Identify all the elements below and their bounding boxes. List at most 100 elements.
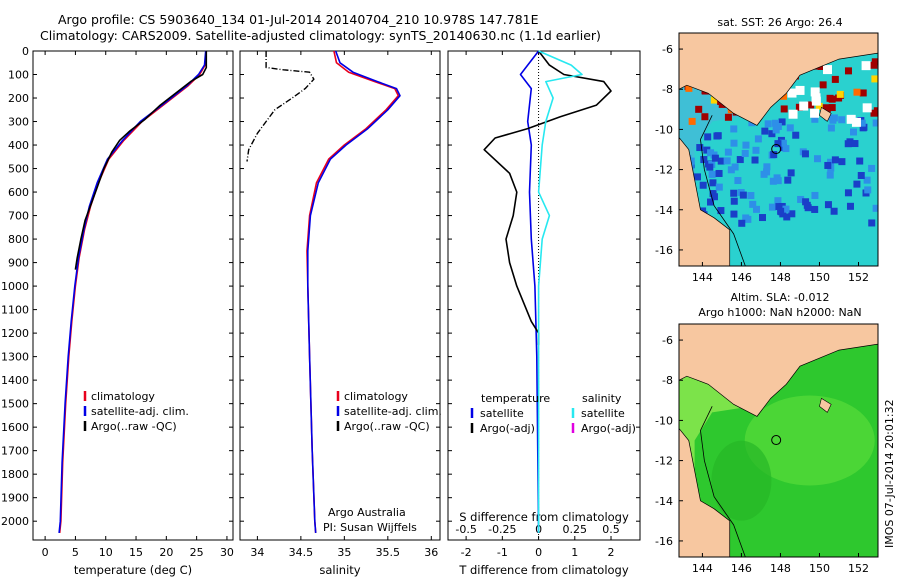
lon-tick-label: 152 bbox=[848, 271, 869, 284]
y-tick-label: 1000 bbox=[1, 280, 29, 293]
y-tick-label: 300 bbox=[8, 116, 29, 129]
series-line-argo-raw-qc- bbox=[246, 51, 315, 162]
lat-tick-label: -14 bbox=[655, 204, 673, 217]
y-tick-label: 1700 bbox=[1, 445, 29, 458]
legend-label: Argo(..raw -QC) bbox=[91, 420, 177, 433]
sst-cell bbox=[830, 114, 838, 122]
sst-cell bbox=[774, 122, 782, 130]
map-frame bbox=[678, 323, 879, 558]
sst-cell bbox=[769, 177, 777, 185]
sst-cell bbox=[752, 146, 760, 154]
note-argo-australia: Argo Australia bbox=[328, 506, 406, 519]
sst-cell bbox=[811, 205, 819, 213]
series-line-climatology bbox=[58, 50, 208, 533]
x-tick-label: 25 bbox=[190, 546, 204, 559]
sst-cell bbox=[788, 210, 796, 218]
series-line-satellite-adj-clim- bbox=[58, 50, 207, 533]
x-tick-label: -1 bbox=[497, 546, 508, 559]
legend-title-temperature: temperature bbox=[481, 392, 550, 405]
sst-cell bbox=[703, 146, 711, 154]
sst-cell bbox=[792, 131, 800, 139]
sst-cell bbox=[824, 201, 832, 209]
sst-cell bbox=[872, 119, 878, 127]
sst-cell bbox=[811, 191, 819, 199]
lat-tick-label: -6 bbox=[662, 43, 673, 56]
sst-cell bbox=[872, 204, 878, 212]
legend-label: Argo(..raw -QC) bbox=[344, 420, 430, 433]
imos-timestamp: IMOS 07-Jul-2014 20:01:32 bbox=[883, 399, 896, 548]
sst-cell bbox=[851, 140, 859, 148]
sst-cell bbox=[711, 154, 719, 162]
sst-cell bbox=[764, 120, 772, 128]
note-pi: PI: Susan Wijffels bbox=[323, 521, 417, 534]
y-tick-label: 900 bbox=[8, 257, 29, 270]
sst-cell bbox=[836, 90, 844, 98]
x-tick-label: 34 bbox=[250, 546, 264, 559]
sst-cell bbox=[713, 132, 721, 140]
sst-cell bbox=[744, 215, 752, 223]
sst-cell bbox=[747, 192, 755, 200]
sst-cell bbox=[827, 124, 835, 132]
sst-cell bbox=[844, 140, 852, 148]
sst-cell bbox=[774, 140, 782, 148]
x-tick-label: 10 bbox=[99, 546, 113, 559]
sst-cell bbox=[770, 151, 778, 159]
x-axis-label: salinity bbox=[319, 563, 360, 577]
sst-cell bbox=[724, 113, 732, 121]
legend-label: Argo(-adj) bbox=[480, 422, 535, 435]
sst-cell bbox=[787, 169, 795, 177]
y-tick-label: 1300 bbox=[1, 351, 29, 364]
s-tick-label: 0.25 bbox=[563, 523, 588, 536]
sla-map-panel: Altim. SLA: -0.012 Argo h1000: NaN h2000:… bbox=[655, 291, 879, 575]
sst-cell bbox=[779, 139, 787, 147]
s-tick-label: 0.5 bbox=[602, 523, 620, 536]
lon-tick-label: 144 bbox=[692, 271, 713, 284]
map-content bbox=[679, 33, 878, 266]
sst-cell bbox=[815, 102, 823, 110]
y-tick-label: 1100 bbox=[1, 304, 29, 317]
land-australia bbox=[679, 427, 731, 557]
sst-cell bbox=[768, 203, 776, 211]
lon-tick-label: 150 bbox=[809, 271, 830, 284]
legend-label: satellite bbox=[581, 407, 625, 420]
salinity-profile-panel: 34 34.5 35 35.5 36 salinity climatology satelli… bbox=[239, 50, 442, 577]
sst-cell bbox=[695, 105, 703, 113]
y-tick-label: 1500 bbox=[1, 398, 29, 411]
sst-cell bbox=[871, 58, 878, 66]
sst-cell bbox=[824, 161, 832, 169]
sst-cell bbox=[739, 191, 747, 199]
land-papua-new-guinea bbox=[679, 324, 878, 417]
legend-label: satellite-adj. clim. bbox=[344, 405, 442, 418]
no-data-cell bbox=[851, 117, 861, 127]
lat-tick-label: -12 bbox=[655, 455, 673, 468]
sst-cell bbox=[811, 115, 819, 123]
sst-cell bbox=[738, 219, 746, 227]
sst-cell bbox=[802, 198, 810, 206]
x-tick-label: 36 bbox=[424, 546, 438, 559]
sst-cell bbox=[736, 156, 744, 164]
sst-cell bbox=[730, 139, 738, 147]
sst-cell bbox=[782, 145, 790, 153]
no-data-cell bbox=[811, 96, 821, 106]
no-data-cell bbox=[795, 85, 805, 95]
sst-cell bbox=[831, 75, 839, 83]
sst-cell bbox=[814, 155, 822, 163]
sst-cell bbox=[727, 166, 735, 174]
no-data-cell bbox=[810, 87, 820, 97]
y-tick-label: 0 bbox=[22, 45, 29, 58]
sst-cell bbox=[778, 118, 786, 126]
sst-cell bbox=[780, 105, 788, 113]
lat-tick-label: -12 bbox=[655, 164, 673, 177]
sst-cell bbox=[835, 94, 843, 102]
sst-cell bbox=[858, 119, 866, 127]
y-tick-label: 400 bbox=[8, 139, 29, 152]
sst-cell bbox=[704, 133, 712, 141]
x-tick-label: 2 bbox=[608, 546, 615, 559]
lon-tick-label: 146 bbox=[731, 562, 752, 575]
y-tick-label: 1200 bbox=[1, 327, 29, 340]
x-tick-label: 35.5 bbox=[376, 546, 401, 559]
sst-cell bbox=[868, 219, 876, 227]
sst-cell bbox=[710, 193, 718, 201]
sst-cell bbox=[715, 169, 723, 177]
